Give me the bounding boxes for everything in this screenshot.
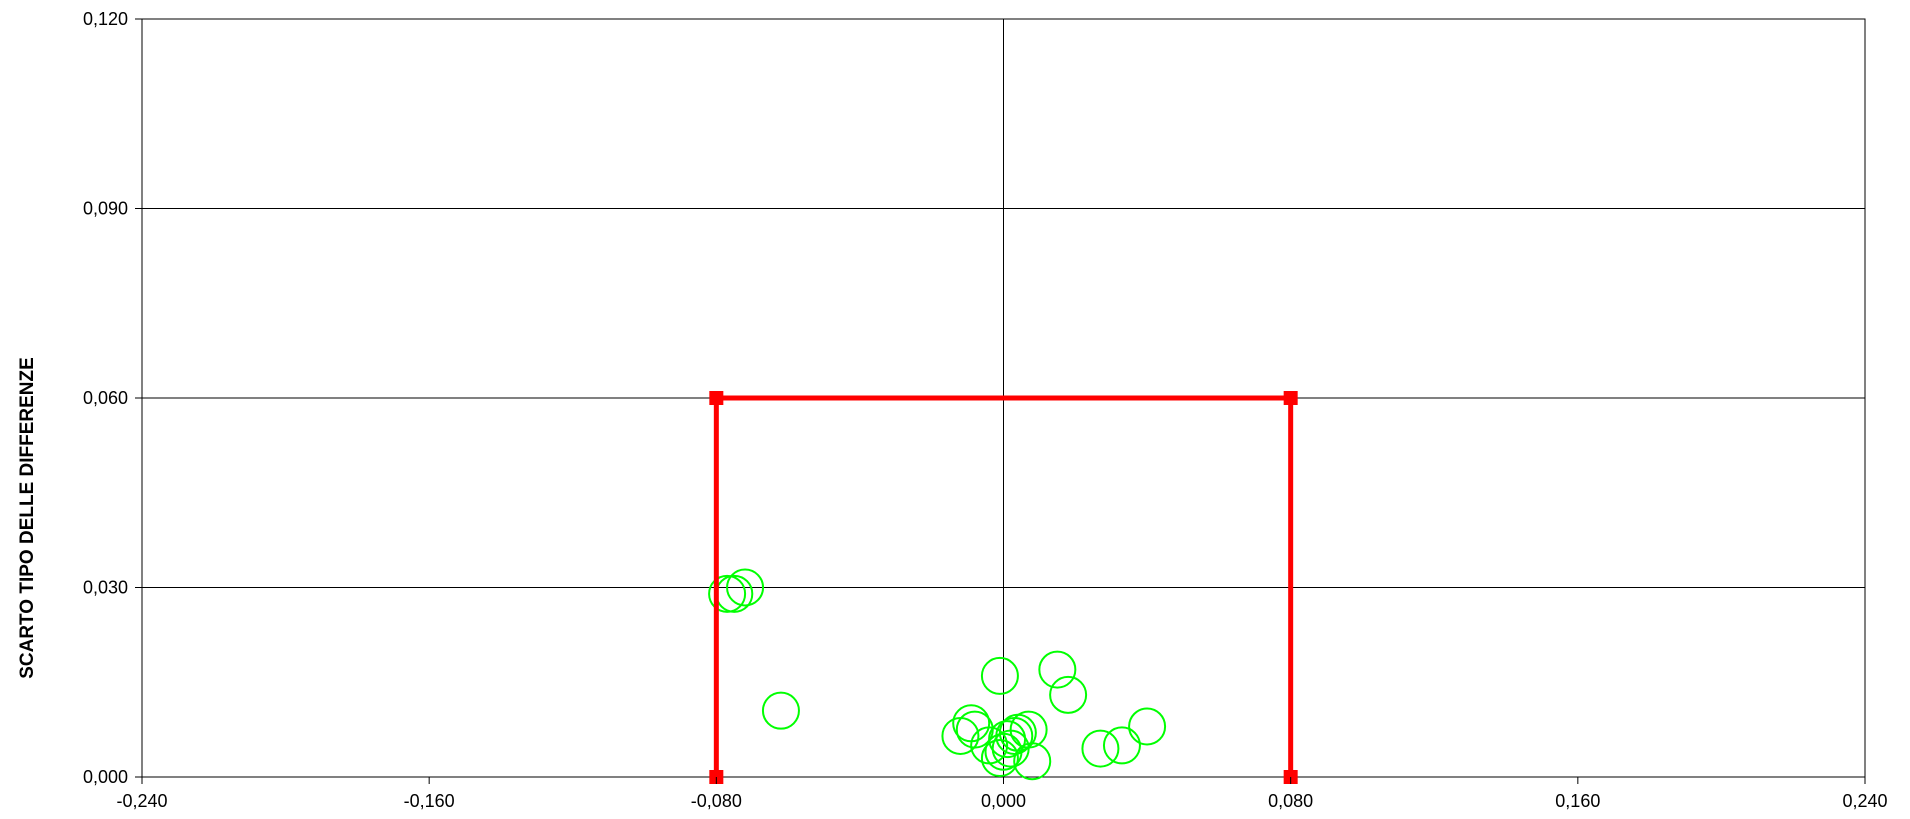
data-point-17 (1038, 650, 1077, 689)
data-point-21 (1128, 707, 1167, 746)
x-tick-label-4: 0,080 (1268, 791, 1313, 811)
data-point-3 (761, 691, 800, 730)
data-point-18 (1049, 675, 1088, 714)
x-tick-label-1: -0,160 (404, 791, 455, 811)
x-tick-label-3: 0,000 (981, 791, 1026, 811)
y-axis-title: SCARTO TIPO DELLE DIFFERENZE (17, 357, 38, 679)
x-tick-label-0: -0,240 (116, 791, 167, 811)
x-tick-label-2: -0,080 (691, 791, 742, 811)
x-tick-label-5: 0,160 (1555, 791, 1600, 811)
data-point-9 (980, 656, 1019, 695)
y-tick-label-2: 0,060 (83, 388, 128, 408)
data-point-15 (1009, 710, 1048, 749)
data-point-8 (980, 739, 1019, 778)
y-tick-label-4: 0,120 (83, 9, 128, 29)
tick-labels: -0,240 -0,160 -0,080 0,000 0,080 0,160 0,240 0,… (83, 9, 1888, 811)
limit-marker-1 (709, 391, 724, 405)
y-tick-label-3: 0,090 (83, 199, 128, 219)
series-layer (708, 391, 1298, 784)
limit-marker-2 (1283, 391, 1298, 405)
data-point-1 (715, 574, 754, 613)
data-point-0 (708, 574, 747, 613)
y-tick-label-1: 0,030 (83, 578, 128, 598)
data-point-19 (1081, 729, 1120, 768)
data-point-16 (1013, 742, 1052, 781)
data-point-2 (726, 568, 765, 607)
limit-line-1 (713, 395, 1294, 777)
y-tick-label-0: 0,000 (83, 767, 128, 787)
data-point-20 (1102, 726, 1141, 765)
x-tick-label-6: 0,240 (1842, 791, 1887, 811)
